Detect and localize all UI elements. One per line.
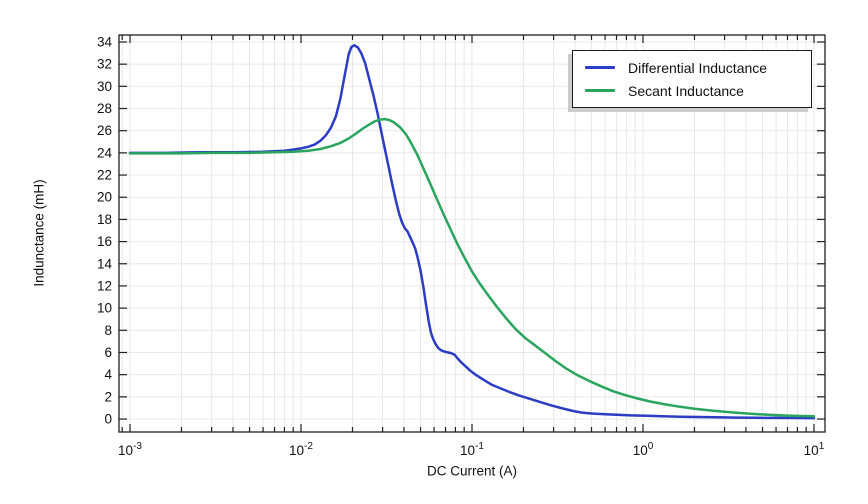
legend: Differential Inductance Secant Inductanc… bbox=[572, 50, 812, 108]
legend-line-sample-secant bbox=[585, 89, 615, 92]
x-tick-label: 10-3 bbox=[118, 441, 142, 458]
y-tick-label: 30 bbox=[97, 79, 112, 94]
y-tick-label: 10 bbox=[97, 301, 112, 316]
y-tick-label: 16 bbox=[97, 234, 112, 249]
x-tick-label: 10-1 bbox=[460, 441, 484, 458]
x-axis-label: DC Current (A) bbox=[426, 463, 518, 479]
y-tick-label: 6 bbox=[104, 345, 112, 360]
y-tick-label: 0 bbox=[104, 412, 112, 427]
y-tick-label: 20 bbox=[97, 190, 112, 205]
legend-item-secant: Secant Inductance bbox=[585, 83, 811, 99]
legend-line-sample-differential bbox=[585, 66, 615, 69]
y-tick-label: 18 bbox=[97, 212, 112, 227]
y-tick-label: 34 bbox=[97, 34, 113, 49]
x-tick-label: 10-2 bbox=[289, 441, 313, 458]
y-tick-label: 24 bbox=[97, 145, 113, 160]
y-tick-label: 22 bbox=[97, 168, 112, 183]
y-tick-label: 26 bbox=[97, 123, 112, 138]
y-tick-label: 2 bbox=[104, 389, 112, 404]
y-tick-label: 14 bbox=[97, 256, 113, 271]
x-tick-label: 100 bbox=[633, 441, 654, 458]
x-tick-label: 101 bbox=[804, 441, 825, 458]
y-tick-label: 32 bbox=[97, 57, 112, 72]
y-tick-label: 12 bbox=[97, 278, 112, 293]
y-tick-label: 4 bbox=[104, 367, 112, 382]
y-tick-label: 8 bbox=[104, 323, 112, 338]
legend-label-differential: Differential Inductance bbox=[628, 59, 768, 76]
y-axis-label: Indunctance (mH) bbox=[31, 179, 47, 287]
legend-item-differential: Differential Inductance bbox=[585, 60, 811, 76]
legend-label-secant: Secant Inductance bbox=[628, 82, 744, 99]
y-tick-label: 28 bbox=[97, 101, 112, 116]
